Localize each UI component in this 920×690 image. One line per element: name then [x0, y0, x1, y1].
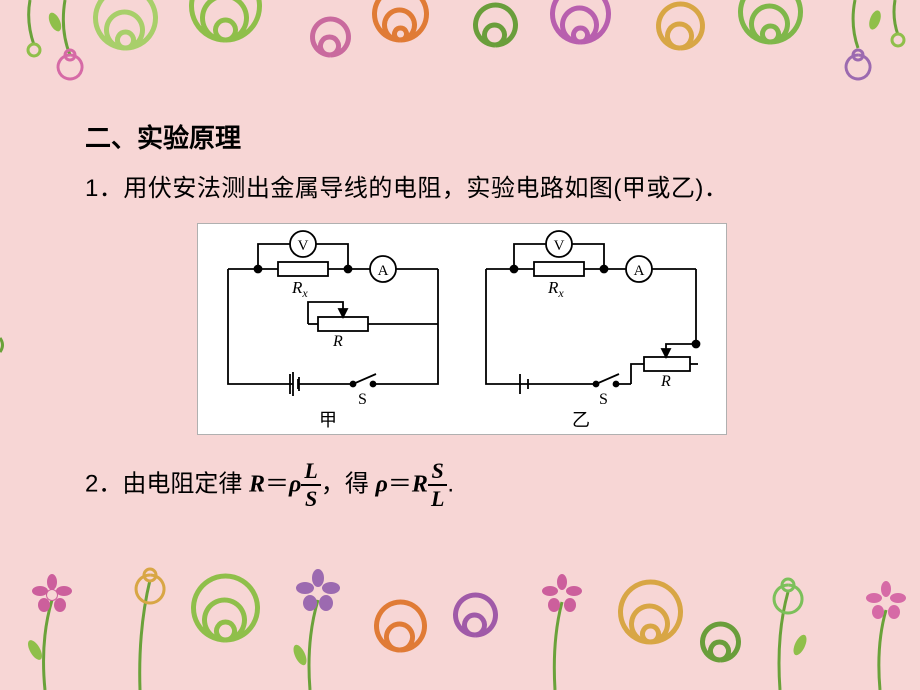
ammeter-label-right: A	[634, 263, 645, 279]
var-R: R	[249, 471, 265, 497]
voltmeter-label-right: V	[554, 238, 565, 254]
frac1-den: S	[301, 486, 320, 510]
item-number-1: 1．	[85, 175, 123, 202]
var-rho-1: ρ	[289, 471, 301, 497]
rheostat-label-right: R	[660, 373, 671, 390]
text-mid: ，得	[321, 470, 376, 497]
paragraph-1: 1．用伏安法测出金属导线的电阻，实验电路如图(甲或乙)．	[85, 168, 728, 203]
text-a: 由电阻定律	[122, 470, 249, 497]
rx-label-left: Rx	[291, 278, 308, 300]
voltmeter-label-left: V	[298, 238, 309, 254]
caption-right: 乙	[572, 410, 590, 430]
paragraph-2: 2．由电阻定律 R＝ρLS，得 ρ＝RSL.	[85, 460, 845, 520]
caption-left: 甲	[319, 410, 337, 430]
frac2-den: L	[428, 486, 447, 510]
fraction-2: SL	[428, 460, 447, 510]
circuit-diagram: S Rx A V	[197, 223, 727, 435]
ammeter-label-left: A	[378, 263, 389, 279]
frac1-num: L	[301, 460, 320, 486]
item-text-1: 用伏安法测出金属导线的电阻，实验电路如图(甲或乙)．	[123, 175, 728, 202]
dot: .	[447, 470, 454, 497]
rx-label-right: Rx	[547, 278, 564, 300]
switch-label-right: S	[599, 391, 608, 408]
fraction-1: LS	[301, 460, 320, 510]
eq-2: ＝	[388, 470, 412, 497]
switch-label-left: S	[358, 391, 367, 408]
slide-content: 二、实验原理 1．用伏安法测出金属导线的电阻，实验电路如图(甲或乙)．	[0, 0, 920, 690]
var-rho-2: ρ	[376, 471, 388, 497]
circuit-svg: S Rx A V	[198, 224, 726, 434]
item-number-2: 2．	[85, 470, 122, 497]
section-heading: 二、实验原理	[85, 118, 241, 155]
rheostat-label-left: R	[332, 333, 343, 350]
eq-1: ＝	[265, 470, 289, 497]
frac2-num: S	[428, 460, 447, 486]
var-R-2: R	[412, 471, 428, 497]
